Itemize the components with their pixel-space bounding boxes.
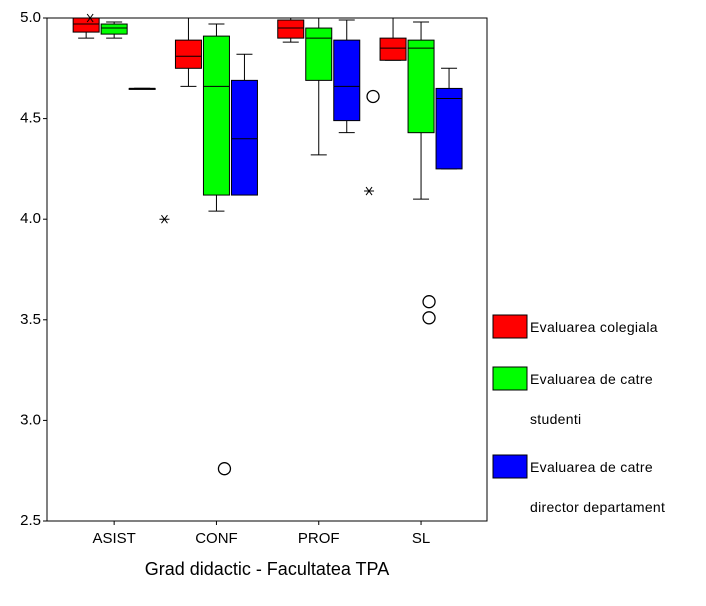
extreme [85, 13, 96, 23]
box [100, 23, 128, 35]
box [379, 37, 407, 61]
box [202, 35, 230, 196]
box [174, 39, 202, 69]
extreme [159, 214, 170, 224]
extreme [364, 186, 375, 196]
box [230, 79, 258, 196]
outlier [366, 89, 380, 104]
y-tick-label: 5.0 [20, 9, 41, 26]
legend-swatch [492, 454, 528, 479]
y-tick-label: 4.0 [20, 210, 41, 227]
x-tick-label: PROF [298, 530, 340, 547]
legend-swatch [492, 314, 528, 339]
y-tick-label: 3.0 [20, 411, 41, 428]
outlier [422, 295, 436, 309]
box [305, 27, 333, 81]
x-tick-label: SL [412, 530, 430, 547]
plot-frame [46, 17, 488, 522]
y-tick-label: 4.5 [20, 110, 41, 127]
box [72, 17, 100, 33]
legend-label: Evaluarea de catre director departament [530, 459, 666, 515]
box [277, 19, 305, 39]
legend-label: Evaluarea de catre studenti [530, 371, 653, 427]
outlier [422, 311, 436, 325]
x-tick-label: CONF [195, 530, 238, 547]
box [407, 39, 435, 134]
legend-label: Evaluarea colegiala [530, 319, 658, 335]
box [333, 39, 361, 122]
outlier [217, 462, 232, 476]
y-tick-label: 3.5 [20, 311, 41, 328]
y-tick-label: 2.5 [20, 512, 41, 529]
x-tick-label: ASIST [92, 530, 135, 547]
box [435, 87, 463, 170]
x-axis-label: Grad didactic - Facultatea TPA [145, 559, 389, 579]
legend-swatch [492, 366, 528, 391]
